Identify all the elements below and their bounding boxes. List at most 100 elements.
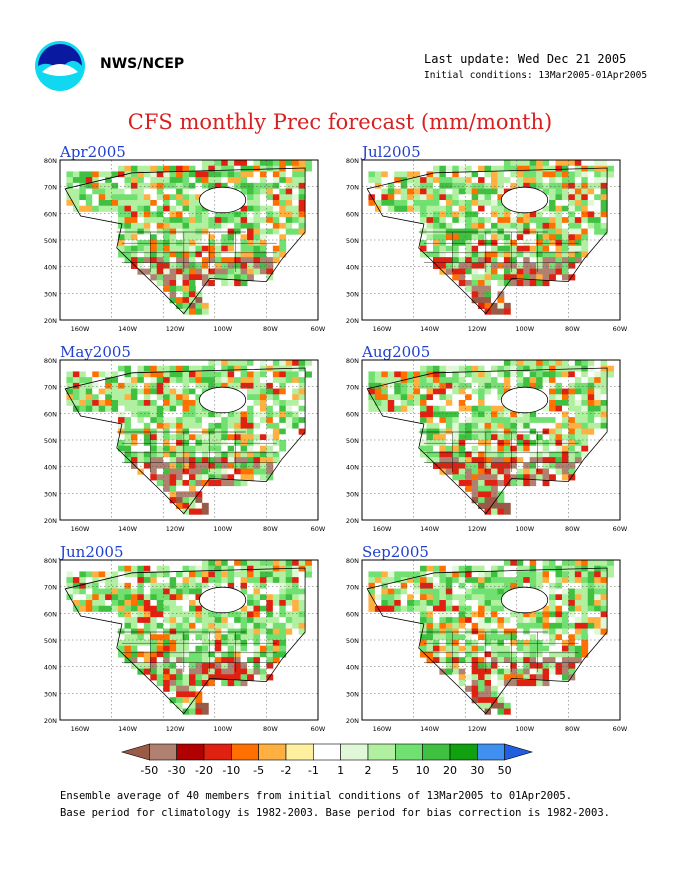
- colorbar-swatch: [313, 743, 341, 761]
- colorbar-label: 1: [337, 764, 344, 777]
- lat-tick-label: 60N: [346, 210, 359, 218]
- lat-tick-label: 30N: [44, 290, 57, 298]
- colorbar-swatch: [395, 743, 423, 761]
- lat-tick-label: 20N: [44, 317, 57, 325]
- lat-tick-label: 30N: [346, 290, 359, 298]
- map-panel-jun: 80N 70N 60N 50N 40N 30N 20N 160W 140W 120W 100W 80W…: [44, 557, 326, 733]
- lat-tick-label: 20N: [44, 517, 57, 525]
- colorbar-swatch: [149, 743, 177, 761]
- lat-tick-label: 50N: [346, 237, 359, 245]
- lon-tick-label: 80W: [263, 325, 278, 333]
- lat-tick-label: 70N: [346, 584, 359, 592]
- lon-tick-label: 120W: [468, 725, 487, 733]
- initial-conditions: Initial conditions: 13Mar2005-01Apr2005: [424, 70, 648, 81]
- lon-tick-label: 100W: [213, 725, 232, 733]
- lat-tick-label: 40N: [44, 464, 57, 472]
- lon-tick-label: 160W: [373, 725, 392, 733]
- lat-tick-label: 50N: [44, 637, 57, 645]
- colorbar-swatch: [340, 743, 369, 761]
- colorbar-label: -2: [281, 764, 292, 777]
- lat-tick-label: 50N: [346, 437, 359, 445]
- lon-tick-label: 140W: [420, 325, 439, 333]
- map-panel-jul: 80N 70N 60N 50N 40N 30N 20N 160W 140W 120W 100W 80W…: [346, 157, 628, 333]
- org-name: NWS/NCEP: [100, 56, 185, 72]
- lat-tick-label: 30N: [346, 690, 359, 698]
- lon-tick-label: 160W: [373, 525, 392, 533]
- lat-tick-label: 40N: [44, 664, 57, 672]
- lon-tick-label: 80W: [565, 525, 580, 533]
- lat-tick-label: 60N: [44, 410, 57, 418]
- colorbar-swatch: [120, 743, 150, 761]
- lon-tick-label: 140W: [118, 525, 137, 533]
- lon-tick-label: 140W: [420, 525, 439, 533]
- lon-tick-label: 60W: [613, 725, 628, 733]
- lon-tick-label: 160W: [71, 725, 90, 733]
- lat-tick-label: 20N: [346, 517, 359, 525]
- panel-title-sep: Sep2005: [362, 543, 429, 561]
- lon-tick-label: 100W: [515, 325, 534, 333]
- panel-title-jul: Jul2005: [362, 143, 421, 161]
- map-panel-may: 80N 70N 60N 50N 40N 30N 20N 160W 140W 120W 100W 80W…: [44, 357, 326, 533]
- lon-tick-label: 160W: [71, 325, 90, 333]
- lat-tick-label: 20N: [44, 717, 57, 725]
- lon-tick-label: 80W: [565, 325, 580, 333]
- lat-tick-label: 50N: [44, 437, 57, 445]
- footer-base-period-note: Base period for climatology is 1982-2003…: [60, 807, 610, 819]
- lat-tick-label: 80N: [346, 357, 359, 365]
- lon-tick-label: 60W: [311, 525, 326, 533]
- lat-tick-label: 70N: [346, 184, 359, 192]
- colorbar-label: 2: [365, 764, 372, 777]
- lon-tick-label: 60W: [613, 325, 628, 333]
- lat-tick-label: 70N: [44, 184, 57, 192]
- lon-tick-label: 120W: [166, 525, 185, 533]
- page-title: CFS monthly Prec forecast (mm/month): [127, 110, 553, 134]
- colorbar-swatch: [504, 743, 534, 761]
- lat-tick-label: 60N: [346, 610, 359, 618]
- lon-tick-label: 100W: [213, 325, 232, 333]
- colorbar-label: 5: [392, 764, 399, 777]
- lat-tick-label: 80N: [346, 157, 359, 165]
- panel-title-may: May2005: [60, 343, 131, 361]
- lon-tick-label: 80W: [565, 725, 580, 733]
- lon-tick-label: 80W: [263, 525, 278, 533]
- lon-tick-label: 160W: [373, 325, 392, 333]
- colorbar-label: -10: [222, 764, 240, 777]
- map-panel-aug: 80N 70N 60N 50N 40N 30N 20N 160W 140W 120W 100W 80W…: [346, 357, 628, 533]
- lat-tick-label: 80N: [346, 557, 359, 565]
- lat-tick-label: 70N: [44, 584, 57, 592]
- colorbar-swatch: [477, 743, 505, 761]
- colorbar-label: 10: [416, 764, 430, 777]
- lat-tick-label: 50N: [44, 237, 57, 245]
- lat-tick-label: 80N: [44, 557, 57, 565]
- lat-tick-label: 30N: [346, 490, 359, 498]
- colorbar-label: -20: [195, 764, 213, 777]
- lat-tick-label: 20N: [346, 317, 359, 325]
- colorbar-label: -30: [168, 764, 186, 777]
- noaa-logo-icon: [35, 41, 85, 91]
- lat-tick-label: 40N: [44, 264, 57, 272]
- lat-tick-label: 40N: [346, 664, 359, 672]
- lat-tick-label: 70N: [346, 384, 359, 392]
- lon-tick-label: 160W: [71, 525, 90, 533]
- lat-tick-label: 60N: [44, 210, 57, 218]
- last-update: Last update: Wed Dec 21 2005: [424, 52, 627, 66]
- lon-tick-label: 140W: [118, 725, 137, 733]
- colorbar-swatch: [367, 743, 396, 761]
- lon-tick-label: 80W: [263, 725, 278, 733]
- map-panel-sep: 80N 70N 60N 50N 40N 30N 20N 160W 140W 120W 100W 80W…: [346, 557, 628, 733]
- lon-tick-label: 120W: [166, 325, 185, 333]
- lat-tick-label: 30N: [44, 490, 57, 498]
- panel-title-aug: Aug2005: [362, 343, 431, 361]
- colorbar: -50 -30 -20 -10 -5 -2 -1 1 2 5 10 20 30 50: [120, 743, 534, 777]
- colorbar-swatch: [258, 743, 287, 761]
- lon-tick-label: 60W: [311, 325, 326, 333]
- colorbar-swatch: [203, 743, 232, 761]
- lat-tick-label: 20N: [346, 717, 359, 725]
- lat-tick-label: 30N: [44, 690, 57, 698]
- colorbar-label: 30: [470, 764, 484, 777]
- panel-title-jun: Jun2005: [60, 543, 124, 561]
- colorbar-label: 50: [498, 764, 512, 777]
- lon-tick-label: 100W: [515, 525, 534, 533]
- panel-title-apr: Apr2005: [60, 143, 126, 161]
- lat-tick-label: 50N: [346, 637, 359, 645]
